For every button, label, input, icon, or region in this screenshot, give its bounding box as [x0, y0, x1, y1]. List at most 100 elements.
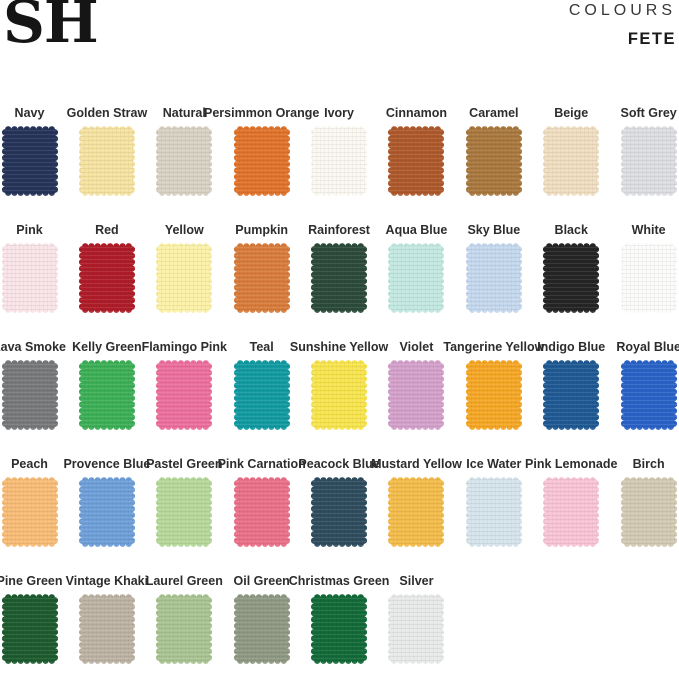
fabric-swatch [311, 126, 368, 196]
swatch-label: Kelly Green [72, 340, 142, 354]
swatch-label: White [631, 223, 666, 237]
swatch-label: Indigo Blue [537, 340, 606, 354]
swatch-cell: Laurel Green [146, 573, 223, 690]
fabric-swatch [78, 594, 135, 664]
fabric-swatch [156, 477, 213, 547]
fabric-swatch [233, 594, 290, 664]
swatch-cell: Provence Blue [63, 456, 150, 573]
swatch-cell: Black [543, 222, 600, 339]
swatch-cell: Soft Grey [621, 105, 677, 222]
swatch-cell: Cinnamon [385, 105, 448, 222]
swatch-weave-texture [620, 360, 677, 430]
swatch-label: Lava Smoke [0, 340, 66, 354]
fabric-swatch [233, 243, 290, 313]
swatch-weave-texture [233, 477, 290, 547]
fabric-swatch [388, 243, 445, 313]
swatch-cell: Red [78, 222, 135, 339]
swatch-label: Violet [399, 340, 434, 354]
colour-chart-page: SH COLOURS FETE Navy Golden Straw Natural P… [0, 0, 679, 664]
swatch-label: Ice Water [466, 457, 522, 471]
swatch-grid: Navy Golden Straw Natural Persimmon Orange I… [0, 105, 679, 690]
swatch-weave-texture [78, 594, 135, 664]
swatch-label: Christmas Green [288, 574, 390, 588]
swatch-cell: Kelly Green [72, 339, 142, 456]
swatch-label: Mustard Yellow [371, 457, 462, 471]
swatch-cell: Christmas Green [289, 573, 389, 690]
swatch-weave-texture [1, 477, 58, 547]
swatch-label: Royal Blue [616, 340, 679, 354]
fabric-swatch [233, 477, 290, 547]
swatch-weave-texture [388, 243, 445, 313]
fabric-swatch [620, 360, 677, 430]
swatch-label: Silver [399, 574, 434, 588]
swatch-weave-texture [465, 360, 522, 430]
fabric-swatch [620, 126, 677, 196]
swatch-label: Peacock Blue [298, 457, 380, 471]
swatch-weave-texture [78, 243, 135, 313]
swatch-cell: Mustard Yellow [371, 456, 462, 573]
fabric-swatch [156, 594, 213, 664]
fabric-swatch [543, 477, 600, 547]
swatch-cell: Navy [1, 105, 58, 222]
swatch-cell: Natural [156, 105, 213, 222]
swatch-cell: Ice Water [465, 456, 522, 573]
fabric-swatch [78, 477, 135, 547]
swatch-cell: Vintage Khaki [66, 573, 148, 690]
swatch-cell: Teal [233, 339, 290, 456]
swatch-label: Ivory [324, 106, 354, 120]
swatch-label: Tangerine Yellow [443, 340, 545, 354]
swatch-weave-texture [1, 360, 58, 430]
swatch-label: Soft Grey [620, 106, 677, 120]
swatch-label: Beige [554, 106, 589, 120]
swatch-label: Caramel [469, 106, 519, 120]
fabric-swatch [1, 477, 58, 547]
fabric-swatch [156, 360, 213, 430]
swatch-label: Birch [632, 457, 665, 471]
header: SH COLOURS FETE [0, 0, 679, 105]
swatch-label: Sunshine Yellow [289, 340, 389, 354]
swatch-weave-texture [465, 477, 522, 547]
swatch-weave-texture [156, 477, 213, 547]
swatch-cell: Tangerine Yellow [443, 339, 544, 456]
swatch-weave-texture [156, 360, 213, 430]
swatch-cell: Oil Green [234, 573, 290, 690]
swatch-weave-texture [620, 477, 677, 547]
swatch-label: Golden Straw [66, 106, 148, 120]
swatch-weave-texture [233, 243, 290, 313]
swatch-weave-texture [233, 126, 290, 196]
swatch-cell: Pink [1, 222, 58, 339]
fabric-swatch [1, 243, 58, 313]
swatch-label: Oil Green [233, 574, 290, 588]
fabric-swatch [388, 126, 445, 196]
swatch-cell: Lava Smoke [0, 339, 66, 456]
fabric-swatch [78, 126, 135, 196]
fabric-swatch [465, 360, 522, 430]
swatch-weave-texture [543, 243, 600, 313]
fabric-swatch [233, 360, 290, 430]
swatch-label: Teal [249, 340, 274, 354]
collection-label: COLOURS [568, 2, 676, 19]
swatch-label: Pink Lemonade [525, 457, 618, 471]
collection-name: FETE [627, 30, 676, 48]
swatch-cell: Ivory [311, 105, 368, 222]
swatch-weave-texture [388, 594, 445, 664]
fabric-swatch [156, 243, 213, 313]
fabric-swatch [156, 126, 213, 196]
swatch-weave-texture [465, 126, 522, 196]
swatch-label: Pumpkin [235, 223, 289, 237]
swatch-weave-texture [78, 477, 135, 547]
swatch-label: Flamingo Pink [141, 340, 227, 354]
swatch-weave-texture [311, 477, 368, 547]
fabric-swatch [311, 477, 368, 547]
swatch-cell: Yellow [156, 222, 213, 339]
collection-block: COLOURS FETE [569, 2, 676, 49]
swatch-weave-texture [543, 360, 600, 430]
swatch-cell: Golden Straw [67, 105, 147, 222]
swatch-label: Rainforest [308, 223, 370, 237]
swatch-label: Cinnamon [385, 106, 448, 120]
fabric-swatch [465, 126, 522, 196]
swatch-label: Sky Blue [467, 223, 521, 237]
swatch-weave-texture [311, 243, 368, 313]
swatch-weave-texture [233, 594, 290, 664]
swatch-weave-texture [543, 126, 600, 196]
